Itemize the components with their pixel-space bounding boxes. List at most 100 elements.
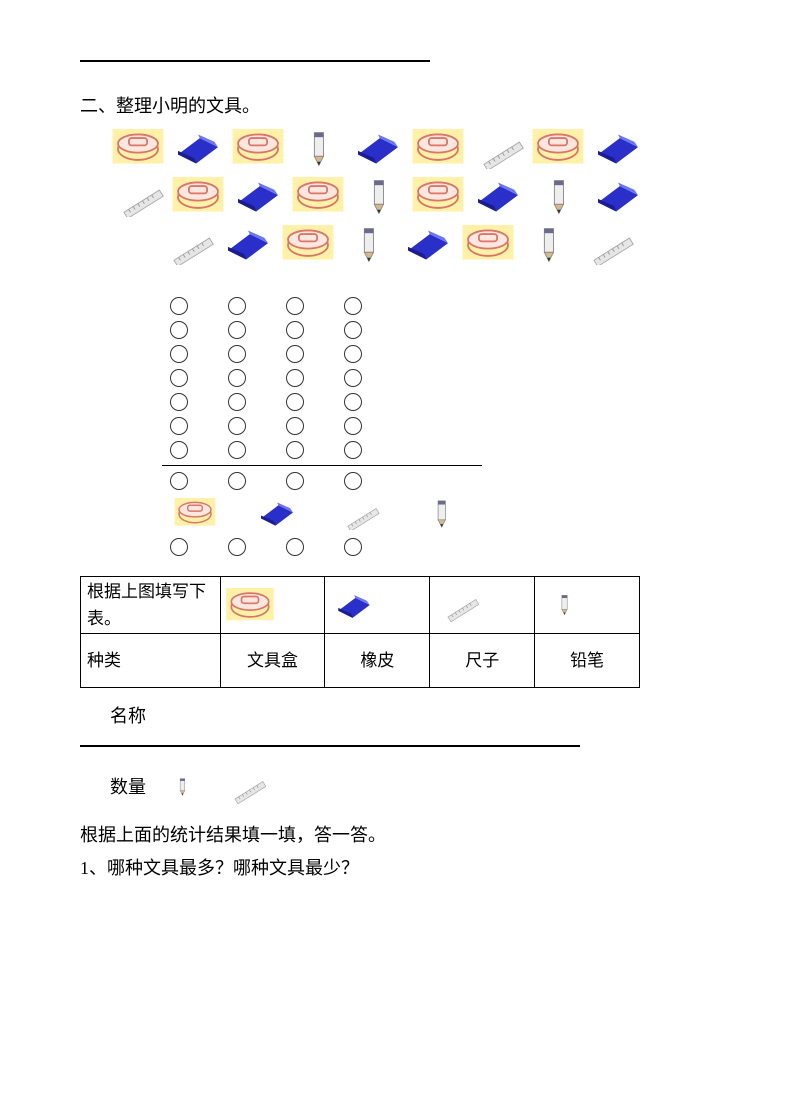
pencil-icon <box>520 223 576 267</box>
tally-divider <box>162 465 482 466</box>
top-rule <box>80 60 430 62</box>
tally-circle-grid <box>170 297 720 556</box>
pencilbox-icon <box>280 223 336 267</box>
tally-row <box>170 393 720 411</box>
pencilbox-icon <box>530 127 586 171</box>
summary-table: 根据上图填写下表。 种类 文具盒 橡皮 尺子 铅笔 <box>80 576 640 688</box>
tally-row <box>170 538 720 556</box>
tally-circle <box>170 297 188 315</box>
tally-circle <box>344 297 362 315</box>
eraser-icon <box>230 175 286 219</box>
stationery-scatter <box>80 127 720 267</box>
tally-circle <box>228 472 246 490</box>
tally-circle <box>228 441 246 459</box>
name-label: 名称 <box>110 702 720 731</box>
eraser-icon <box>326 583 382 627</box>
pencil-icon <box>530 175 586 219</box>
tally-circle <box>170 369 188 387</box>
pencilbox-icon <box>110 127 166 171</box>
tally-circle <box>286 441 304 459</box>
category-slot <box>252 496 302 532</box>
eraser-icon <box>590 127 646 171</box>
tally-circle <box>344 321 362 339</box>
tally-circle <box>170 345 188 363</box>
tally-circle <box>170 538 188 556</box>
pencil-icon <box>340 223 396 267</box>
pencil-icon <box>350 175 406 219</box>
tally-circle <box>344 538 362 556</box>
table-icon-cell <box>220 576 325 633</box>
category-slot <box>334 496 384 532</box>
tally-category-icons <box>170 496 720 532</box>
eraser-icon <box>170 127 226 171</box>
tally-row <box>170 441 720 459</box>
tally-circle <box>228 369 246 387</box>
tally-circle <box>170 441 188 459</box>
eraser-icon <box>470 175 526 219</box>
table-category-cell: 橡皮 <box>325 634 430 688</box>
eraser-icon <box>590 175 646 219</box>
eraser-icon <box>350 127 406 171</box>
tally-circle <box>286 321 304 339</box>
tally-row <box>170 297 720 315</box>
tally-circle <box>286 472 304 490</box>
table-category-cell: 文具盒 <box>220 634 325 688</box>
tally-bottom <box>170 538 720 556</box>
pencilbox-icon <box>410 175 466 219</box>
category-slot <box>416 496 466 532</box>
pencilbox-icon <box>290 175 346 219</box>
tally-circle <box>344 393 362 411</box>
tally-circle <box>286 345 304 363</box>
table-icon-cell <box>325 576 430 633</box>
quantity-row: 数量 <box>110 765 720 809</box>
tally-circle <box>344 417 362 435</box>
tally-circle <box>286 297 304 315</box>
tally-circle <box>170 393 188 411</box>
eraser-icon <box>400 223 456 267</box>
pencilbox-icon <box>410 127 466 171</box>
tally-circle <box>228 297 246 315</box>
tally-mid <box>170 472 720 490</box>
pencilbox-icon <box>230 127 286 171</box>
category-slot <box>170 496 220 532</box>
pencilbox-icon <box>222 583 278 627</box>
tally-circle <box>228 393 246 411</box>
ruler-icon <box>160 223 216 267</box>
ruler-icon <box>431 583 487 627</box>
eraser-icon <box>220 223 276 267</box>
tally-circle <box>344 472 362 490</box>
tally-row <box>170 417 720 435</box>
tally-row <box>170 369 720 387</box>
tally-top <box>170 297 720 459</box>
tally-circle <box>170 417 188 435</box>
tally-row <box>170 345 720 363</box>
pencil-icon <box>154 765 210 809</box>
ruler-icon <box>218 765 274 809</box>
table-label-row: 种类 文具盒 橡皮 尺子 铅笔 <box>81 634 640 688</box>
section-title: 二、整理小明的文具。 <box>80 92 720 121</box>
scatter-row-2 <box>110 175 720 219</box>
instruction-text: 根据上面的统计结果填一填，答一答。 <box>80 821 720 850</box>
table-caption-cell: 根据上图填写下表。 <box>81 576 221 633</box>
tally-circle <box>228 417 246 435</box>
tally-circle <box>286 393 304 411</box>
tally-circle <box>228 345 246 363</box>
tally-circle <box>286 538 304 556</box>
pencilbox-icon <box>460 223 516 267</box>
tally-circle <box>344 441 362 459</box>
table-icon-cell <box>535 576 640 633</box>
tally-circle <box>170 321 188 339</box>
pencil-icon <box>536 583 592 627</box>
mid-rule <box>80 745 580 747</box>
ruler-icon <box>110 175 166 219</box>
tally-row <box>170 472 720 490</box>
scatter-row-1 <box>110 127 720 171</box>
tally-circle <box>286 369 304 387</box>
ruler-icon <box>470 127 526 171</box>
tally-circle <box>344 345 362 363</box>
ruler-icon <box>580 223 636 267</box>
scatter-row-3 <box>160 223 720 267</box>
tally-circle <box>228 538 246 556</box>
table-icon-cell <box>430 576 535 633</box>
pencil-icon <box>290 127 346 171</box>
